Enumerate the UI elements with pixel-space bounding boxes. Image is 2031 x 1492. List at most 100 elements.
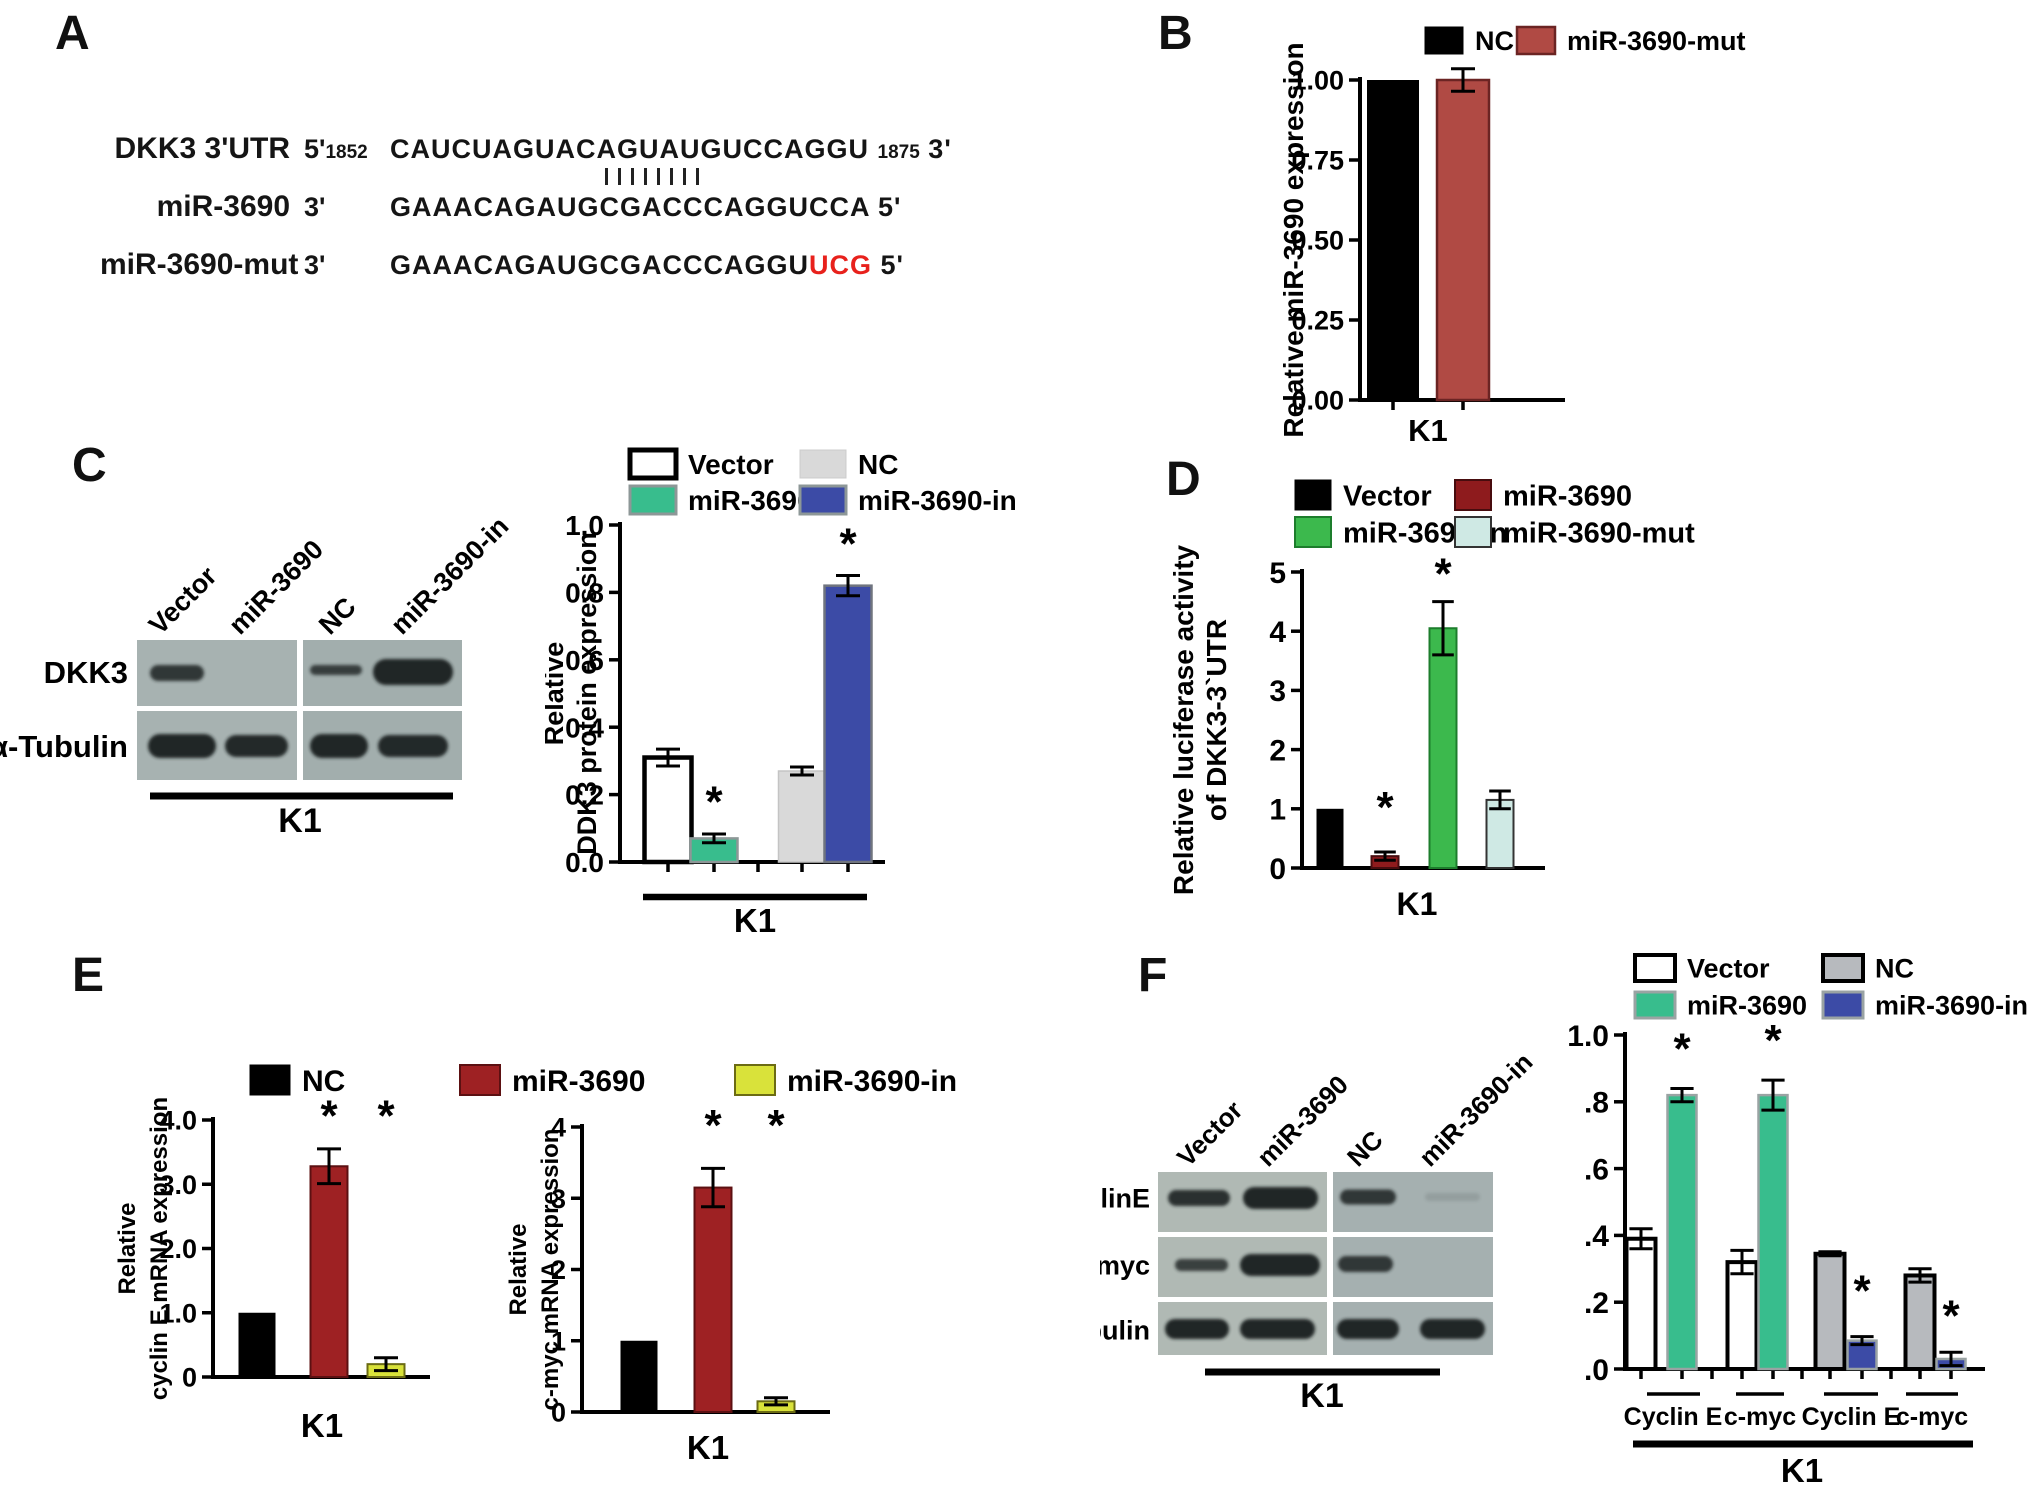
panel-d-luciferase-chart-svg: Vector miR-3690miR-3690-inmiR-3690-mut012…	[1168, 479, 1695, 922]
legend-swatch-NC	[1821, 953, 1865, 983]
panel-label-d: D	[1166, 453, 1201, 506]
prime-label: 5'	[878, 192, 902, 222]
blot-cell-line-label: K1	[1300, 1377, 1343, 1415]
blot-lane-label: miR-3690-in	[385, 511, 514, 640]
group-label: c-myc	[1896, 1403, 1968, 1431]
pairing-bar	[631, 168, 634, 185]
legend-label: miR-3690-in	[787, 1065, 957, 1098]
x-axis-label: K1	[1397, 886, 1438, 922]
y-tick-label: 3.0	[159, 1170, 197, 1200]
y-tick-label: 0.8	[565, 577, 604, 608]
legend-label: miR-3690	[1687, 991, 1807, 1021]
protein-band	[225, 735, 288, 757]
y-tick-label: .6	[1584, 1153, 1609, 1186]
y-tick-label: 1.00	[1291, 66, 1344, 96]
significance-star: *	[377, 1091, 395, 1140]
protein-band	[1240, 1254, 1320, 1276]
y-tick-label: 0.0	[565, 847, 604, 878]
panel-e-cmyc-mrna-chart-svg: 0 1 2 3 4 Relative c-myc mRNA expression * * K1	[505, 1101, 830, 1466]
blot-lane-label: Vector	[143, 560, 223, 640]
panel-e-cyclinE-mrna-chart-svg: 0 1.0 2.0 3.0 4.0 Relative cyclin E mRNA expre…	[114, 1091, 430, 1444]
bar-Vector	[1316, 808, 1344, 868]
bar-NC	[238, 1312, 276, 1377]
bar-miR-3690	[309, 1165, 349, 1379]
legend-label: NC	[302, 1065, 345, 1098]
protein-band	[373, 659, 453, 685]
y-axis-title: Relative luciferase activity	[1168, 544, 1199, 895]
legend-label: miR-3690	[512, 1065, 645, 1098]
protein-band	[1240, 1319, 1315, 1339]
pairing-bar	[657, 168, 660, 185]
y-tick-label: 2	[1269, 734, 1286, 767]
prime-label: 5'	[880, 250, 904, 280]
y-tick-label: 1	[1269, 794, 1286, 827]
x-axis-label: K1	[1781, 1452, 1823, 1489]
sequence-name: miR-3690	[156, 190, 290, 223]
legend-swatch-NC	[249, 1064, 291, 1096]
y-tick-label: 0.2	[565, 780, 604, 811]
panel-f-protein-quant-chart-svg: Vector NC miR-3690 miR-3690-in .0 .2 .4 .6 .8 1.0…	[1567, 953, 2028, 1489]
bar-NC	[620, 1340, 658, 1412]
y-tick-label: 0	[1269, 853, 1286, 886]
panel-label-b: B	[1158, 7, 1193, 60]
legend-swatch-Vector	[627, 447, 679, 481]
y-tick-label: 0.4	[565, 712, 604, 743]
panel-label-f: F	[1138, 949, 1168, 1002]
y-tick-label: 2.0	[159, 1234, 197, 1264]
legend-swatch-miR-3690-in	[1294, 516, 1332, 548]
blot-row-label: α-Tubulin	[1100, 1316, 1150, 1346]
protein-band	[148, 734, 216, 758]
panel-e-legend: NC miR-3690 miR-3690-in	[240, 1055, 960, 1120]
legend-swatch-miR-3690-in	[798, 484, 848, 516]
y-tick-label: .0	[1584, 1354, 1609, 1387]
bar-Vector	[642, 755, 694, 865]
y-tick-label: 0.50	[1291, 226, 1344, 256]
y-tick-label: 0.75	[1291, 146, 1344, 176]
x-axis-label: K1	[1408, 413, 1448, 448]
panel-c-ddk3-protein-chart: Vector NC miR-3690 miR-3690-in 0.0 0.2 0.4 0.6 0…	[539, 425, 1145, 970]
x-axis-label: K1	[301, 1407, 343, 1444]
legend-label: miR-3690-mut	[1503, 517, 1695, 549]
y-tick-label: 1.0	[159, 1298, 197, 1328]
legend-label: NC	[858, 449, 898, 480]
blot-lane-label: miR-3690	[223, 534, 329, 640]
protein-band	[1168, 1190, 1230, 1206]
bar-NC	[1367, 80, 1419, 400]
legend-label: miR-3690	[1503, 480, 1632, 512]
mutated-bases: UCG	[809, 250, 872, 280]
legend-swatch-miR-3690-mut	[1515, 25, 1557, 56]
panel-f-protein-quant-chart: Vector NC miR-3690 miR-3690-in .0 .2 .4 .6 .8 1.0…	[1540, 930, 2031, 1492]
y-axis-title: of DKK3-3`UTR	[1201, 619, 1232, 821]
legend-label: Vector	[1343, 480, 1432, 512]
prime-label: 3'	[304, 250, 326, 280]
y-tick-label: 1	[551, 1326, 566, 1356]
y-tick-label: .2	[1584, 1287, 1609, 1320]
blot-row-label: DKK3	[44, 655, 128, 690]
legend-label: NC	[1875, 954, 1914, 984]
protein-band	[1175, 1259, 1228, 1271]
base-pairing-bars	[605, 168, 709, 186]
y-tick-label: .8	[1584, 1087, 1609, 1120]
panel-label-c: C	[72, 439, 107, 492]
pairing-bar	[696, 168, 699, 185]
sequence-text: GAAACAGAUGCGACCCAGGUCCA	[390, 192, 870, 222]
panel-c-ddk3-protein-chart-svg: Vector NC miR-3690 miR-3690-in 0.0 0.2 0.4 0.6 0…	[539, 447, 1017, 939]
blot-cell-line-label: K1	[278, 802, 321, 840]
bar-miR-3690	[693, 1186, 733, 1413]
pairing-bar	[644, 168, 647, 185]
legend-swatch-miR-3690	[1454, 479, 1492, 511]
panel-b-mir3690-expression-chart: NC miR-3690-mut 0.00 0.25 0.50 0.75 1.00 Relati…	[1265, 5, 1765, 470]
blot-row-label: α-Tubulin	[0, 729, 128, 764]
protein-band	[1165, 1319, 1229, 1339]
legend-swatch-miR-3690	[1633, 990, 1677, 1020]
legend-label: Vector	[1687, 954, 1770, 984]
y-axis-title: Relative	[114, 1202, 141, 1294]
bar-NC	[777, 770, 827, 863]
sequence-row-mir3690: miR-3690 3' GAAACAGAUGCGACCCAGGUCCA 5'	[100, 190, 901, 224]
panel-label-a: A	[55, 7, 90, 60]
bar-miR-3690-in	[823, 584, 873, 864]
bar-NC-cmyc	[1903, 1273, 1937, 1372]
